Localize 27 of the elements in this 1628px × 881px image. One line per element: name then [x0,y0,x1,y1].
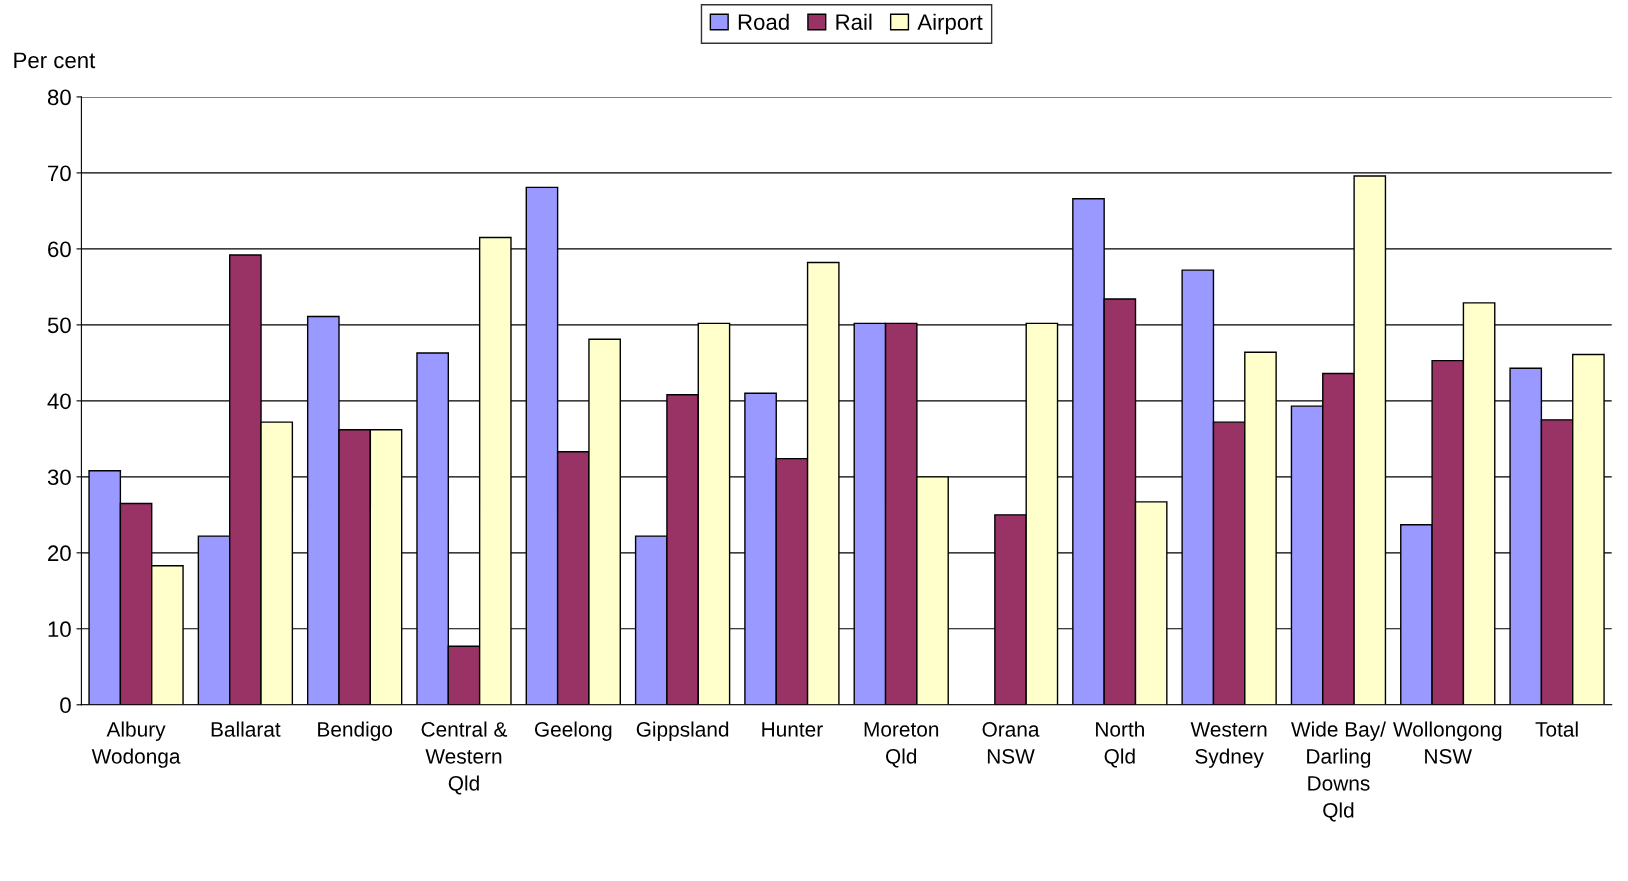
x-tick-label: Ballarat [211,721,281,737]
x-tick-label: Central & Western Qld [421,721,508,795]
y-axis-title: Per cent [14,52,96,69]
y-tick-label: 60 [48,241,71,258]
x-tick-label: Bendigo [318,721,393,741]
legend-label: Rail [836,13,872,30]
y-tick-label: 40 [47,393,71,410]
x-tick-label: North Qld [1096,721,1144,768]
x-tick-label: Gippsland [636,721,729,741]
legend-label: Road [738,13,789,30]
x-tick-label: Total [1535,721,1578,737]
x-tick-label: Geelong [534,721,612,741]
y-tick-label: 80 [47,89,71,106]
x-tick-label: Moreton Qld [864,722,939,768]
y-tick-label: 20 [48,545,71,562]
x-tick-label: Wollongong NSW [1393,721,1502,764]
x-tick-label: Wide Bay/ Darling Downs Qld [1291,721,1386,822]
y-tick-label: 30 [47,469,71,486]
x-tick-label: Albury Wodonga [91,721,181,768]
legend-label: Airport [917,13,983,35]
x-tick-label: Hunter [762,722,823,737]
x-tick-label: Western Sydney [1190,722,1267,768]
y-tick-label: 10 [48,621,71,638]
x-tick-label: Orana NSW [982,722,1040,764]
y-tick-label: 0 [60,697,71,714]
y-tick-label: 50 [47,317,71,334]
y-tick-label: 70 [48,165,71,182]
